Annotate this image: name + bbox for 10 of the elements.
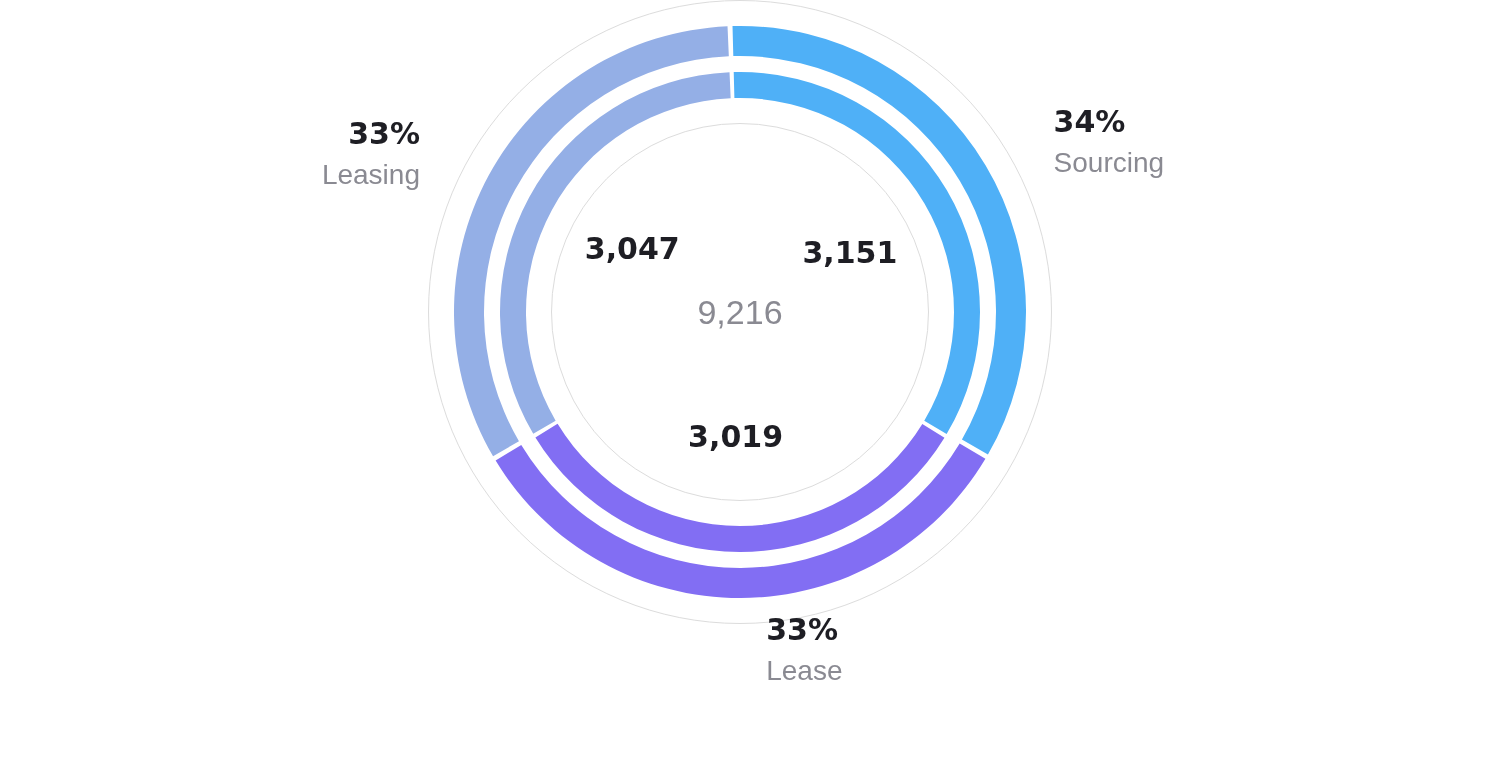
data-label: 33% [766,612,838,648]
data-label: 33% [348,115,420,151]
slice-label: Leasing [321,158,420,190]
slice-label: Sourcing [1053,147,1165,179]
data-label: 3,019 [688,419,784,455]
data-label: 3,151 [802,234,898,270]
slice-label: Lease [766,655,843,687]
text: 9,216 [697,293,783,331]
data-label: 34% [1053,104,1126,140]
data-label: 3,047 [584,231,680,267]
